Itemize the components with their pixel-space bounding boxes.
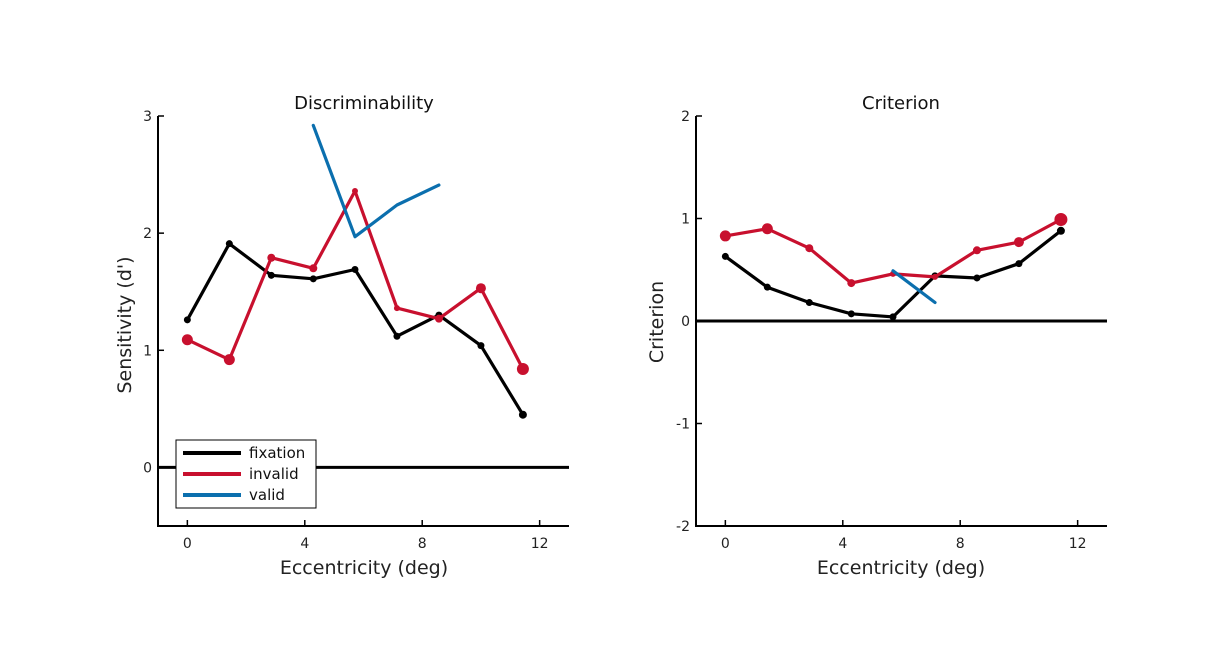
criterion-invalid-point bbox=[931, 273, 938, 280]
discriminability-x-tick-label: 0 bbox=[183, 536, 192, 552]
discriminability-invalid-point bbox=[267, 253, 276, 262]
discriminability-invalid-line bbox=[185, 189, 525, 371]
discriminability-x-tick-label: 4 bbox=[300, 536, 309, 552]
discriminability-invalid-point bbox=[309, 264, 318, 273]
criterion-y-tick-label: 0 bbox=[681, 314, 690, 330]
criterion-invalid-point bbox=[972, 246, 981, 255]
criterion-y-tick-label: -2 bbox=[676, 519, 690, 535]
discriminability-y-tick-label: 3 bbox=[143, 109, 152, 125]
discriminability-series bbox=[181, 123, 529, 419]
legend: fixation invalid valid bbox=[175, 439, 317, 509]
discriminability-fixation-point bbox=[225, 240, 233, 248]
discriminability-fixation-point bbox=[267, 271, 275, 279]
discriminability-fixation-point bbox=[393, 332, 401, 340]
criterion-fixation-point bbox=[973, 274, 981, 282]
criterion-series bbox=[719, 213, 1068, 321]
criterion-x-tick-label: 4 bbox=[838, 536, 847, 552]
legend-invalid-label: invalid bbox=[249, 465, 299, 483]
criterion-y-tick-label: -1 bbox=[676, 417, 690, 433]
criterion-title: Criterion bbox=[862, 93, 940, 114]
criterion-y-label: Criterion bbox=[646, 281, 668, 363]
criterion-fixation-point bbox=[1015, 260, 1023, 268]
criterion-invalid-point bbox=[719, 230, 731, 242]
criterion-fixation-point bbox=[889, 313, 897, 321]
discriminability-fixation-point bbox=[518, 410, 527, 419]
criterion-invalid-point bbox=[805, 244, 814, 253]
criterion-invalid-point bbox=[761, 223, 773, 235]
discriminability-invalid-point bbox=[475, 283, 486, 294]
discriminability-valid-line bbox=[311, 123, 441, 239]
criterion-fixation-point bbox=[847, 310, 855, 318]
criterion-invalid-point bbox=[1013, 237, 1024, 248]
discriminability-invalid-point bbox=[181, 334, 193, 346]
legend-valid-label: valid bbox=[249, 486, 285, 504]
criterion-x-tick-label: 12 bbox=[1069, 536, 1087, 552]
criterion-x-tick-label: 8 bbox=[956, 536, 965, 552]
criterion-invalid-point bbox=[847, 279, 856, 288]
discriminability-invalid-point bbox=[434, 314, 443, 323]
criterion-x-label: Eccentricity (deg) bbox=[817, 557, 985, 579]
discriminability-invalid-point bbox=[351, 187, 358, 194]
discriminability-y-tick-label: 1 bbox=[143, 343, 152, 359]
discriminability-title: Discriminability bbox=[294, 93, 434, 114]
discriminability-invalid-point bbox=[516, 363, 529, 376]
discriminability-invalid-point bbox=[223, 354, 235, 366]
discriminability-invalid-point bbox=[393, 305, 400, 312]
criterion-x-tick-label: 0 bbox=[721, 536, 730, 552]
criterion-fixation-point bbox=[805, 299, 813, 307]
criterion-fixation-point bbox=[721, 252, 729, 260]
criterion-fixation-point bbox=[1056, 226, 1065, 235]
discriminability-fixation-point bbox=[351, 265, 359, 273]
discriminability-fixation-point bbox=[183, 316, 191, 324]
criterion-invalid-point bbox=[1054, 213, 1068, 227]
discriminability-y-tick-label: 2 bbox=[143, 226, 152, 242]
legend-fixation-label: fixation bbox=[249, 444, 305, 462]
discriminability-fixation-point bbox=[309, 275, 317, 283]
criterion-y-tick-label: 1 bbox=[681, 212, 690, 228]
discriminability-x-label: Eccentricity (deg) bbox=[280, 557, 448, 579]
criterion-valid-line bbox=[891, 269, 937, 305]
discriminability-x-tick-label: 8 bbox=[418, 536, 427, 552]
criterion-y-tick-label: 2 bbox=[681, 109, 690, 125]
discriminability-fixation-point bbox=[477, 342, 485, 350]
discriminability-y-tick-label: 0 bbox=[143, 460, 152, 476]
discriminability-x-tick-label: 12 bbox=[531, 536, 549, 552]
discriminability-y-label: Sensitivity (d') bbox=[114, 256, 136, 393]
criterion-fixation-point bbox=[763, 283, 771, 291]
